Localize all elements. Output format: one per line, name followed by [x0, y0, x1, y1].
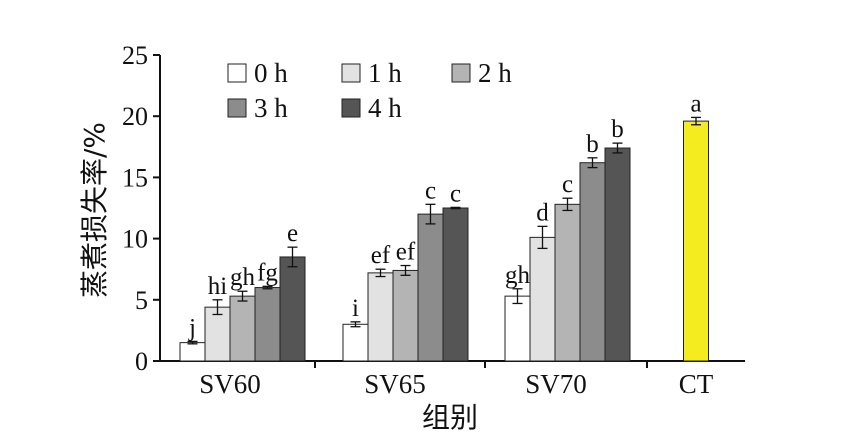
bar [442, 207, 469, 362]
significance-label: j [188, 314, 196, 341]
legend-swatch [227, 63, 247, 83]
control-bar [683, 120, 709, 362]
legend: 0 h 1 h 2 h 3 h 4 h [227, 58, 512, 123]
legend-label: 2 h [478, 58, 512, 88]
bar [392, 269, 419, 362]
significance-label: c [562, 171, 573, 198]
y-tick-label: 15 [122, 163, 148, 192]
significance-label: d [536, 199, 549, 226]
significance-label: ef [371, 242, 391, 269]
legend-swatch [227, 98, 247, 118]
significance-label: c [450, 180, 461, 207]
y-tick-label: 25 [122, 41, 148, 70]
significance-label: hi [208, 273, 228, 300]
significance-label: b [586, 131, 599, 158]
significance-label: ef [396, 239, 416, 266]
x-tick-label: SV60 [199, 369, 261, 399]
significance-label: gh [230, 264, 256, 291]
bar [204, 306, 231, 362]
bar [342, 323, 369, 362]
x-axis-title: 组别 [422, 401, 478, 434]
y-tick-label: 0 [135, 347, 148, 376]
significance-label: c [425, 177, 436, 204]
significance-label: gh [505, 262, 531, 289]
bar [254, 287, 281, 362]
significance-label: a [690, 90, 701, 117]
x-tick-label: SV65 [364, 369, 426, 399]
legend-label: 0 h [254, 58, 288, 88]
y-tick-label: 20 [122, 102, 148, 131]
bar [529, 236, 556, 362]
y-tick-label: 5 [135, 286, 148, 315]
x-tick-label: CT [679, 369, 714, 399]
bar [604, 147, 631, 362]
axes: 0 5 10 15 20 25 SV60 SV65 SV70 CT [122, 41, 745, 399]
legend-swatch [341, 63, 361, 83]
bar [504, 295, 531, 362]
significance-label: i [352, 295, 359, 322]
legend-label: 4 h [368, 93, 402, 123]
bar [229, 295, 256, 362]
significance-label: e [287, 220, 298, 247]
legend-label: 3 h [254, 93, 288, 123]
bar [179, 342, 206, 362]
legend-swatch [341, 98, 361, 118]
significance-label: b [611, 116, 624, 143]
bar [367, 272, 394, 362]
bar [417, 213, 444, 362]
legend-label: 1 h [368, 58, 402, 88]
legend-swatch [451, 63, 471, 83]
bar [554, 203, 581, 362]
y-axis-title: 蒸煮损失率/% [78, 122, 111, 298]
x-tick-label: SV70 [525, 369, 587, 399]
significance-label: fg [257, 259, 278, 286]
bar [579, 162, 606, 362]
y-tick-label: 10 [122, 225, 148, 254]
bar [279, 256, 306, 362]
